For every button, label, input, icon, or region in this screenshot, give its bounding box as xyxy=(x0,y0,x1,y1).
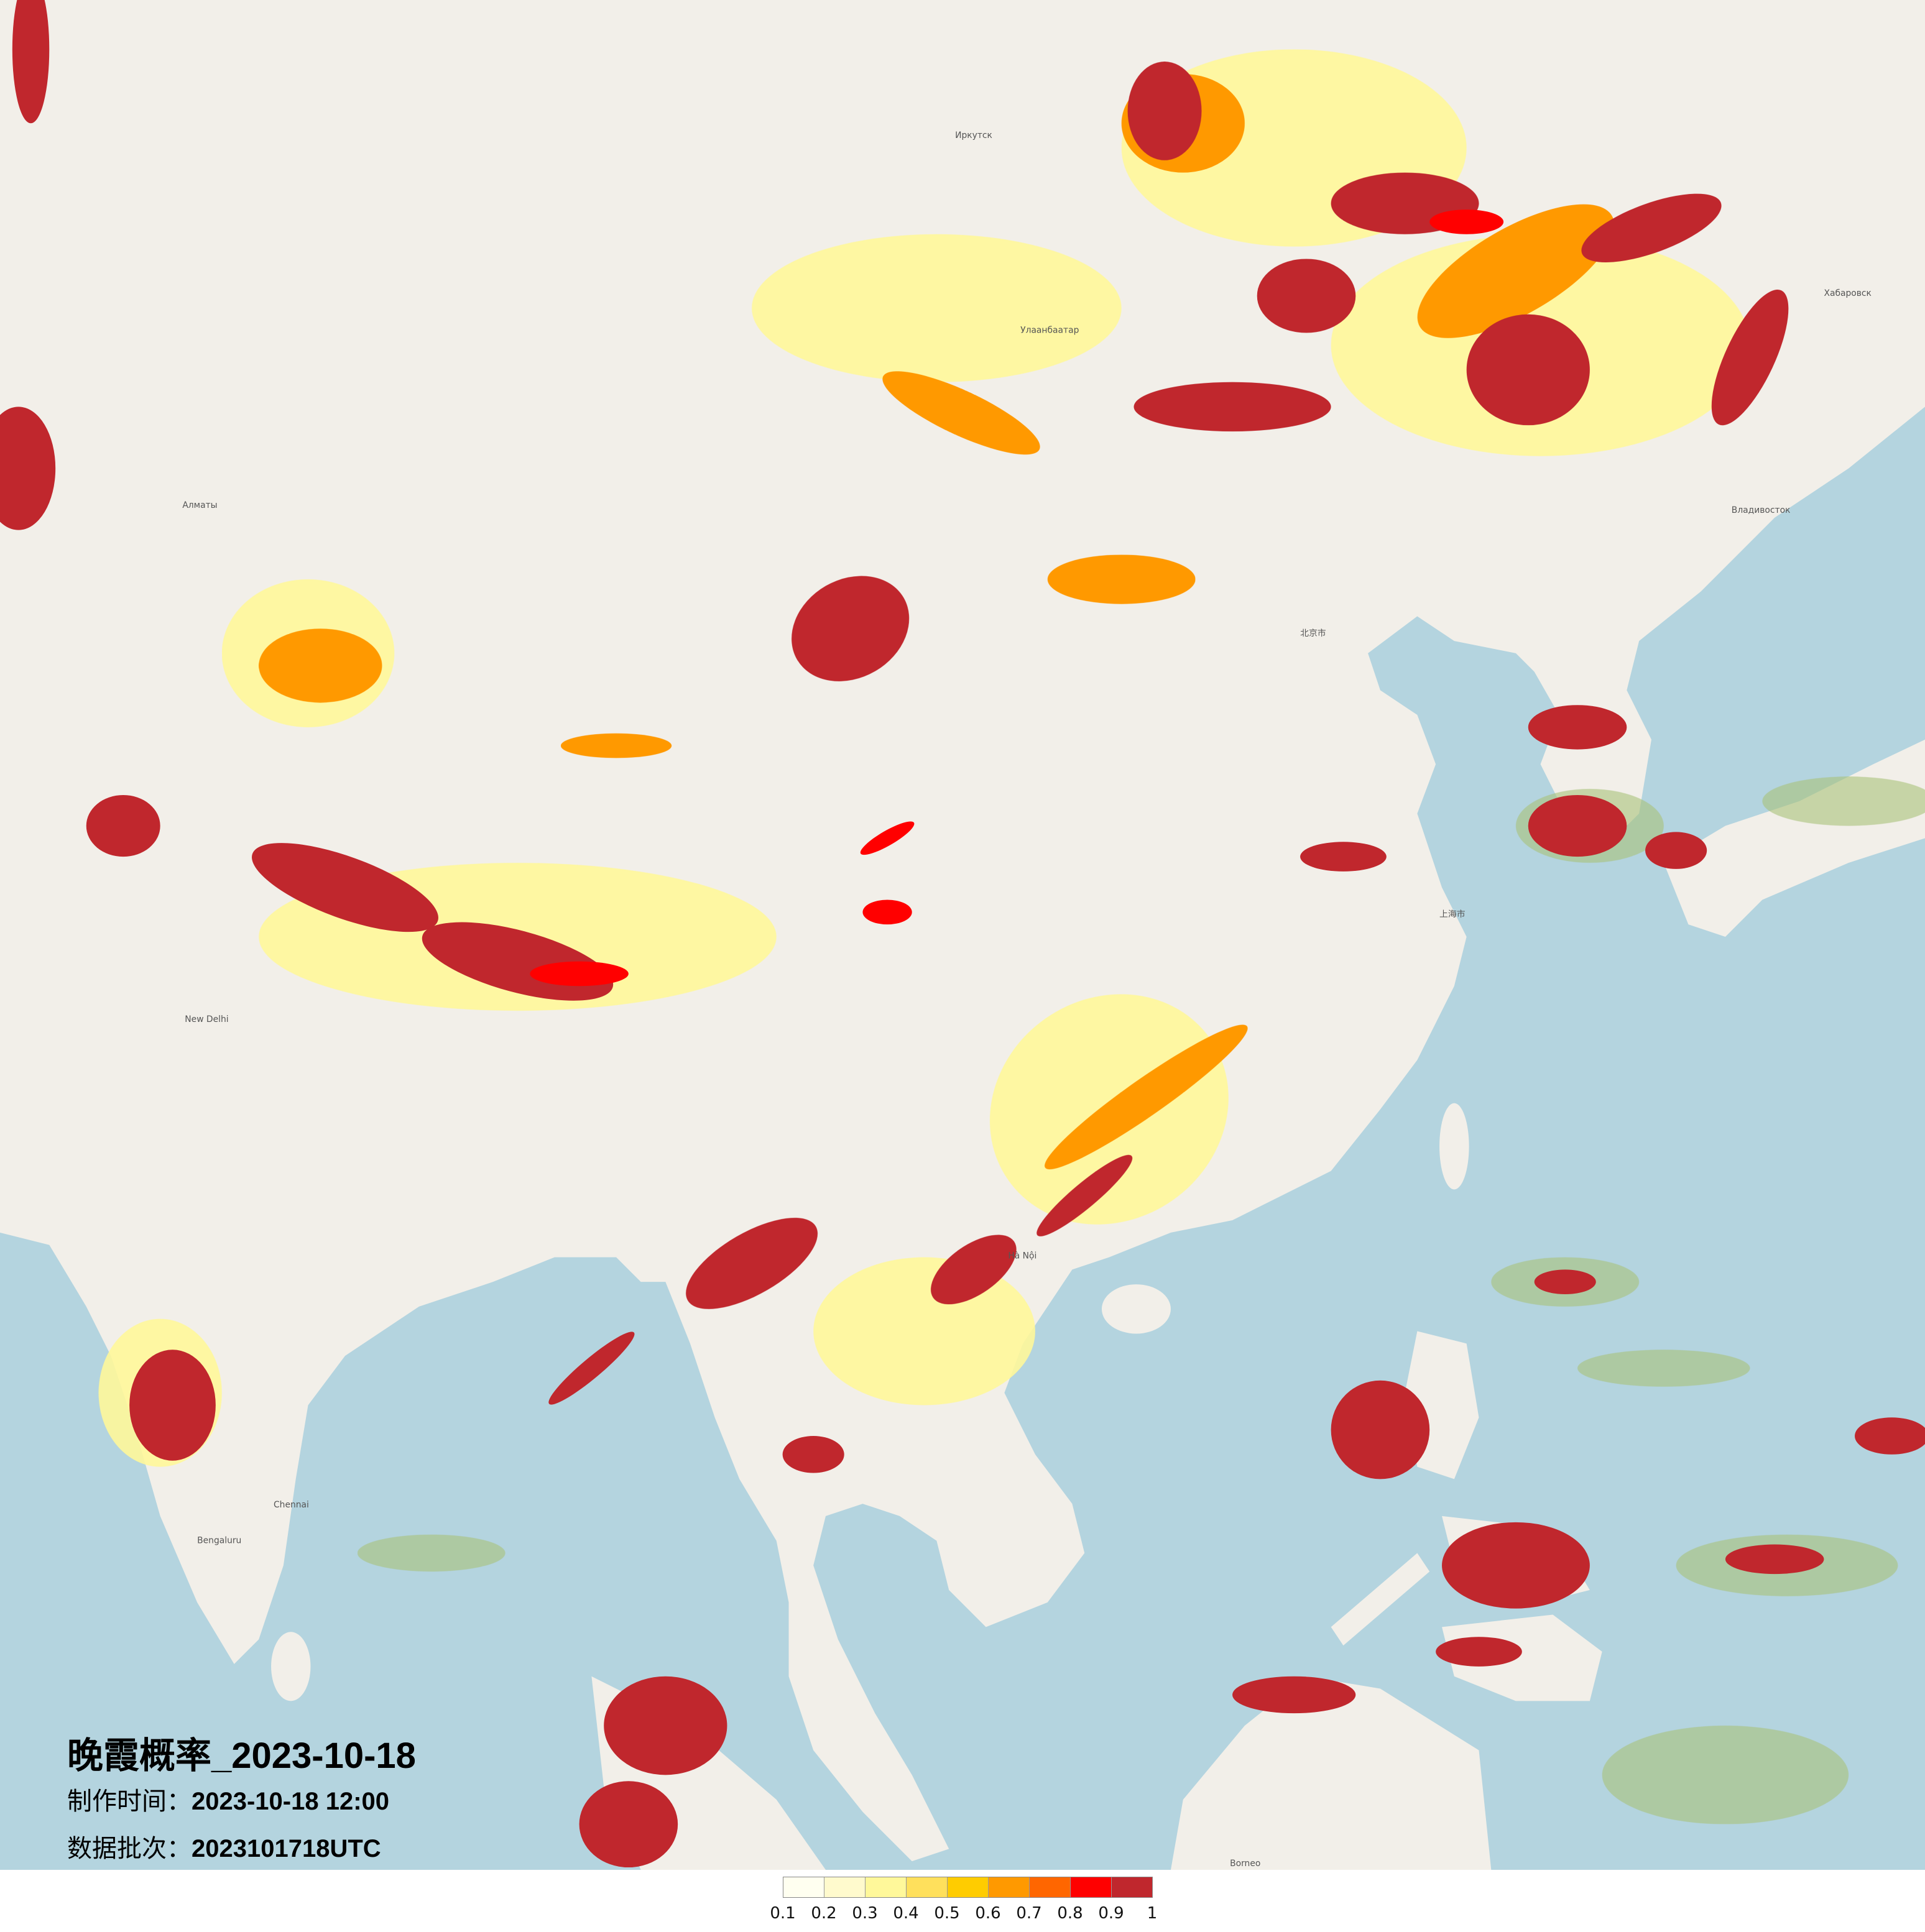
place-label: Иркутск xyxy=(955,131,992,140)
place-label: 上海市 xyxy=(1439,909,1466,919)
legend-tick-label: 0.8 xyxy=(1057,1904,1083,1923)
legend-swatch xyxy=(824,1877,866,1897)
data-batch-label: 数据批次： xyxy=(67,1834,192,1863)
legend-tick-label: 0.3 xyxy=(852,1904,878,1923)
legend-swatch xyxy=(783,1877,824,1897)
legend-tick-label: 0.5 xyxy=(934,1904,960,1923)
legend-swatch xyxy=(1112,1877,1152,1897)
place-label: Chennai xyxy=(274,1500,309,1510)
place-label: Алматы xyxy=(182,500,217,510)
map-canvas[interactable]: Улаанбаатар 北京市 上海市 Хабаровск Владивосто… xyxy=(0,0,1925,1870)
place-label: Bengaluru xyxy=(197,1536,241,1546)
place-label: New Delhi xyxy=(185,1014,228,1024)
info-overlay: 晚霞概率_2023-10-18 制作时间：2023-10-18 12:00 数据… xyxy=(67,1734,416,1872)
legend-ticks: 0.1 0.2 0.3 0.4 0.5 0.6 0.7 0.8 0.9 1 xyxy=(770,1904,1169,1926)
data-batch: 数据批次：2023101718UTC xyxy=(67,1825,416,1872)
production-time-value: 2023-10-18 12:00 xyxy=(192,1788,390,1815)
production-time: 制作时间：2023-10-18 12:00 xyxy=(67,1778,416,1825)
legend-tick-label: 0.7 xyxy=(1016,1904,1042,1923)
legend-swatch xyxy=(866,1877,907,1897)
legend-swatch xyxy=(989,1877,1030,1897)
legend-swatch xyxy=(948,1877,989,1897)
place-label: 北京市 xyxy=(1300,628,1326,638)
legend-tick-label: 0.1 xyxy=(770,1904,796,1923)
legend-swatch xyxy=(1030,1877,1071,1897)
place-labels: Улаанбаатар 北京市 上海市 Хабаровск Владивосто… xyxy=(182,131,1872,1869)
place-label: Hà Nội xyxy=(1008,1251,1036,1261)
legend-tick-label: 0.6 xyxy=(975,1904,1001,1923)
place-label: Улаанбаатар xyxy=(1020,325,1079,335)
probability-field xyxy=(0,0,1925,1868)
color-legend xyxy=(783,1877,1153,1898)
legend-tick-label: 1 xyxy=(1147,1904,1158,1923)
legend-tick-label: 0.2 xyxy=(811,1904,837,1923)
production-time-label: 制作时间： xyxy=(67,1787,192,1816)
legend-swatch xyxy=(1071,1877,1112,1897)
place-label: Хабаровск xyxy=(1824,288,1871,298)
place-label: Borneo xyxy=(1230,1859,1260,1869)
map-title: 晚霞概率_2023-10-18 xyxy=(67,1736,416,1776)
data-batch-value: 2023101718UTC xyxy=(192,1835,381,1862)
legend-tick-label: 0.4 xyxy=(893,1904,919,1923)
place-label: Владивосток xyxy=(1732,505,1791,515)
legend-swatch xyxy=(907,1877,948,1897)
legend-tick-label: 0.9 xyxy=(1098,1904,1124,1923)
